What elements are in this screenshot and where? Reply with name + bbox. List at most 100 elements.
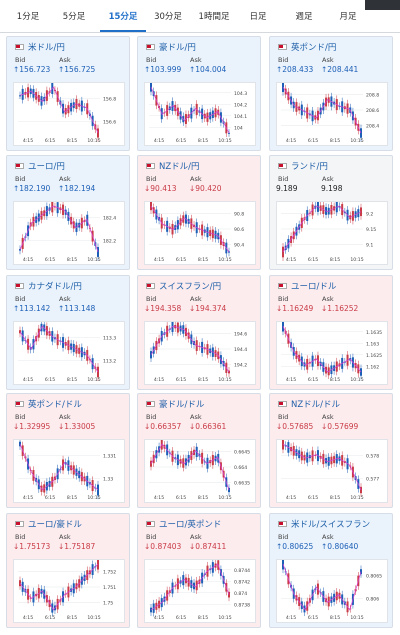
mini-chart[interactable]: 208.8 208.6 208.4 4:15 6:15 8:15 10:15 — [276, 82, 388, 146]
x-tick-label: 8:15 — [330, 495, 340, 501]
rate-card-eur-jpy[interactable]: ユーロ/円 Bid Ask ↑182.190 ↑182.194 182.4 182.2 4:1… — [6, 155, 130, 270]
x-tick-label: 10:15 — [87, 257, 100, 263]
bid-value: ↑103.999 — [144, 65, 182, 74]
pair-name: 米ドル/スイスフラン — [291, 520, 371, 530]
bid-value: ↓1.16249 — [276, 304, 314, 313]
rate-card-gbp-jpy[interactable]: 英ポンド/円 Bid Ask ↑208.433 ↑208.441 208.8 208.6 20… — [269, 36, 393, 151]
mini-chart[interactable]: 194.6 194.4 194.2 4:15 6:15 8:15 10:15 — [144, 321, 256, 385]
pair-title[interactable]: スイスフラン/円 — [146, 280, 221, 292]
pair-name: NZドル/ドル — [291, 400, 341, 410]
candlestick-chart: 104.3 104.2 104.1 104 4:15 6:15 8:15 10:15 — [149, 83, 247, 144]
y-tick-label: 0.6645 — [234, 450, 250, 456]
tab-1hour[interactable]: 1時間足 — [190, 0, 238, 32]
y-tick-label: 1.752 — [103, 570, 116, 576]
x-tick-label: 6:15 — [308, 138, 318, 144]
mini-chart[interactable]: 1.752 1.751 1.75 4:15 6:15 8:15 10:15 — [13, 559, 125, 623]
ask-value: ↓0.57699 — [321, 422, 359, 431]
mini-chart[interactable]: 0.6645 0.664 0.6635 4:15 6:15 8:15 10:15 — [144, 439, 256, 503]
tab-weekly[interactable]: 週足 — [282, 0, 326, 32]
rate-card-cad-jpy[interactable]: カナダドル/円 Bid Ask ↑113.142 ↑113.148 113.3 113.2 4… — [6, 275, 130, 390]
ask-value: 9.198 — [321, 184, 343, 193]
pair-title[interactable]: ランド/円 — [278, 160, 328, 172]
tab-daily[interactable]: 日足 — [238, 0, 278, 32]
pair-title[interactable]: 米ドル/スイスフラン — [278, 518, 370, 530]
rate-card-eur-aud[interactable]: ユーロ/豪ドル Bid Ask ↓1.75173 ↓1.75187 1.752 1.751 1… — [6, 513, 130, 628]
x-tick-label: 10:15 — [350, 615, 363, 621]
tab-5min[interactable]: 5分足 — [48, 0, 100, 32]
pair-title[interactable]: ユーロ/英ポンド — [146, 518, 221, 530]
mini-chart[interactable]: 1.1635 1.163 1.1625 1.162 4:15 6:15 8:15 10:15 — [276, 321, 388, 385]
ask-value: ↓0.66361 — [189, 422, 227, 431]
candle-body — [338, 105, 341, 107]
ask-label: Ask — [322, 56, 334, 64]
rate-card-gbp-usd[interactable]: 英ポンド/ドル Bid Ask ↓1.32995 ↓1.33005 1.331 1.33 4:… — [6, 393, 130, 508]
pair-title[interactable]: NZドル/円 — [146, 160, 200, 172]
x-tick-label: 4:15 — [23, 377, 33, 383]
mini-chart[interactable]: 182.4 182.2 4:15 6:15 8:15 10:15 — [13, 201, 125, 265]
candlestick-chart: 182.4 182.2 4:15 6:15 8:15 10:15 — [18, 202, 116, 263]
rate-card-usd-jpy[interactable]: 米ドル/円 Bid Ask ↑156.723 ↑156.725 156.8 156.6 4:1… — [6, 36, 130, 151]
bid-value: ↓194.358 — [144, 304, 182, 313]
mini-chart[interactable]: 0.8065 0.806 4:15 6:15 8:15 10:15 — [276, 559, 388, 623]
pair-name: 英ポンド/ドル — [28, 400, 82, 410]
x-tick-label: 8:15 — [198, 257, 208, 263]
bid-label: Bid — [278, 413, 289, 421]
mini-chart[interactable]: 0.8744 0.8742 0.874 0.8738 4:15 6:15 8:15 10:15 — [144, 559, 256, 623]
pair-title[interactable]: NZドル/ドル — [278, 398, 340, 410]
pair-title[interactable]: 米ドル/円 — [15, 41, 65, 53]
mini-chart[interactable]: 113.3 113.2 4:15 6:15 8:15 10:15 — [13, 321, 125, 385]
y-tick-label: 1.162 — [366, 364, 379, 370]
rate-card-zar-jpy[interactable]: ランド/円 Bid Ask 9.189 9.198 9.2 9.15 9.1 4:15 6:15 8… — [269, 155, 393, 270]
rate-card-nzd-usd[interactable]: NZドル/ドル Bid Ask ↓0.57685 ↓0.57699 0.578 0.577 4… — [269, 393, 393, 508]
y-tick-label: 0.578 — [366, 454, 379, 460]
pair-title[interactable]: ユーロ/円 — [15, 160, 65, 172]
ask-label: Ask — [59, 295, 71, 303]
mini-chart[interactable]: 104.3 104.2 104.1 104 4:15 6:15 8:15 10:15 — [144, 82, 256, 146]
pair-title[interactable]: ユーロ/ドル — [278, 280, 336, 292]
tab-30min[interactable]: 30分足 — [146, 0, 190, 32]
moving-average-line — [19, 325, 99, 373]
rate-card-eur-usd[interactable]: ユーロ/ドル Bid Ask ↓1.16249 ↓1.16252 1.1635 1.163 1… — [269, 275, 393, 390]
bid-label: Bid — [15, 295, 26, 303]
candlestick-chart: 0.8744 0.8742 0.874 0.8738 4:15 6:15 8:15 10:15 — [149, 560, 250, 621]
ask-label: Ask — [190, 175, 202, 183]
bid-label: Bid — [146, 175, 157, 183]
bid-label: Bid — [15, 56, 26, 64]
pair-title[interactable]: 豪ドル/円 — [146, 41, 196, 53]
x-tick-label: 4:15 — [286, 495, 296, 501]
rate-card-nzd-jpy[interactable]: NZドル/円 Bid Ask ↓90.413 ↓90.420 90.8 90.6 90.4 4:… — [137, 155, 261, 270]
pair-title[interactable]: 英ポンド/円 — [278, 41, 336, 53]
bid-value: ↓0.57685 — [276, 422, 314, 431]
rate-card-chf-jpy[interactable]: スイスフラン/円 Bid Ask ↓194.358 ↓194.374 194.6 194.4… — [137, 275, 261, 390]
tab-monthly[interactable]: 月足 — [328, 0, 368, 32]
pair-title[interactable]: ユーロ/豪ドル — [15, 518, 82, 530]
pair-title[interactable]: 英ポンド/ドル — [15, 398, 82, 410]
tab-label: 15分足 — [108, 12, 138, 22]
x-tick-label: 8:15 — [198, 615, 208, 621]
flag-icon — [146, 44, 155, 50]
mini-chart[interactable]: 90.8 90.6 90.4 4:15 6:15 8:15 10:15 — [144, 201, 256, 265]
rate-card-eur-gbp[interactable]: ユーロ/英ポンド Bid Ask ↓0.87403 ↓0.87411 0.8744 0.87… — [137, 513, 261, 628]
y-tick-label: 1.1635 — [366, 330, 382, 336]
bid-label: Bid — [15, 175, 26, 183]
pair-title[interactable]: 豪ドル/ドル — [146, 398, 204, 410]
x-tick-label: 4:15 — [154, 138, 164, 144]
mini-chart[interactable]: 1.331 1.33 4:15 6:15 8:15 10:15 — [13, 439, 125, 503]
mini-chart[interactable]: 156.8 156.6 4:15 6:15 8:15 10:15 — [13, 82, 125, 146]
rate-card-aud-jpy[interactable]: 豪ドル/円 Bid Ask ↑103.999 ↑104.004 104.3 104.2 104… — [137, 36, 261, 151]
tab-15min[interactable]: 15分足 — [100, 0, 146, 32]
rate-card-usd-chf[interactable]: 米ドル/スイスフラン Bid Ask ↑0.80625 ↑0.80640 0.8065 0.… — [269, 513, 393, 628]
rate-card-aud-usd[interactable]: 豪ドル/ドル Bid Ask ↓0.66357 ↓0.66361 0.6645 0.664 0… — [137, 393, 261, 508]
mini-chart[interactable]: 9.2 9.15 9.1 4:15 6:15 8:15 10:15 — [276, 201, 388, 265]
x-tick-label: 4:15 — [286, 257, 296, 263]
moving-average-line — [282, 563, 362, 611]
flag-icon — [278, 521, 287, 527]
bid-value: 9.189 — [276, 184, 298, 193]
ask-label: Ask — [190, 56, 202, 64]
mini-chart[interactable]: 0.578 0.577 4:15 6:15 8:15 10:15 — [276, 439, 388, 503]
tab-1min[interactable]: 1分足 — [0, 0, 56, 32]
candle-body — [19, 580, 21, 587]
x-tick-label: 8:15 — [330, 615, 340, 621]
pair-title[interactable]: カナダドル/円 — [15, 280, 82, 292]
y-tick-label: 0.8065 — [366, 574, 382, 580]
